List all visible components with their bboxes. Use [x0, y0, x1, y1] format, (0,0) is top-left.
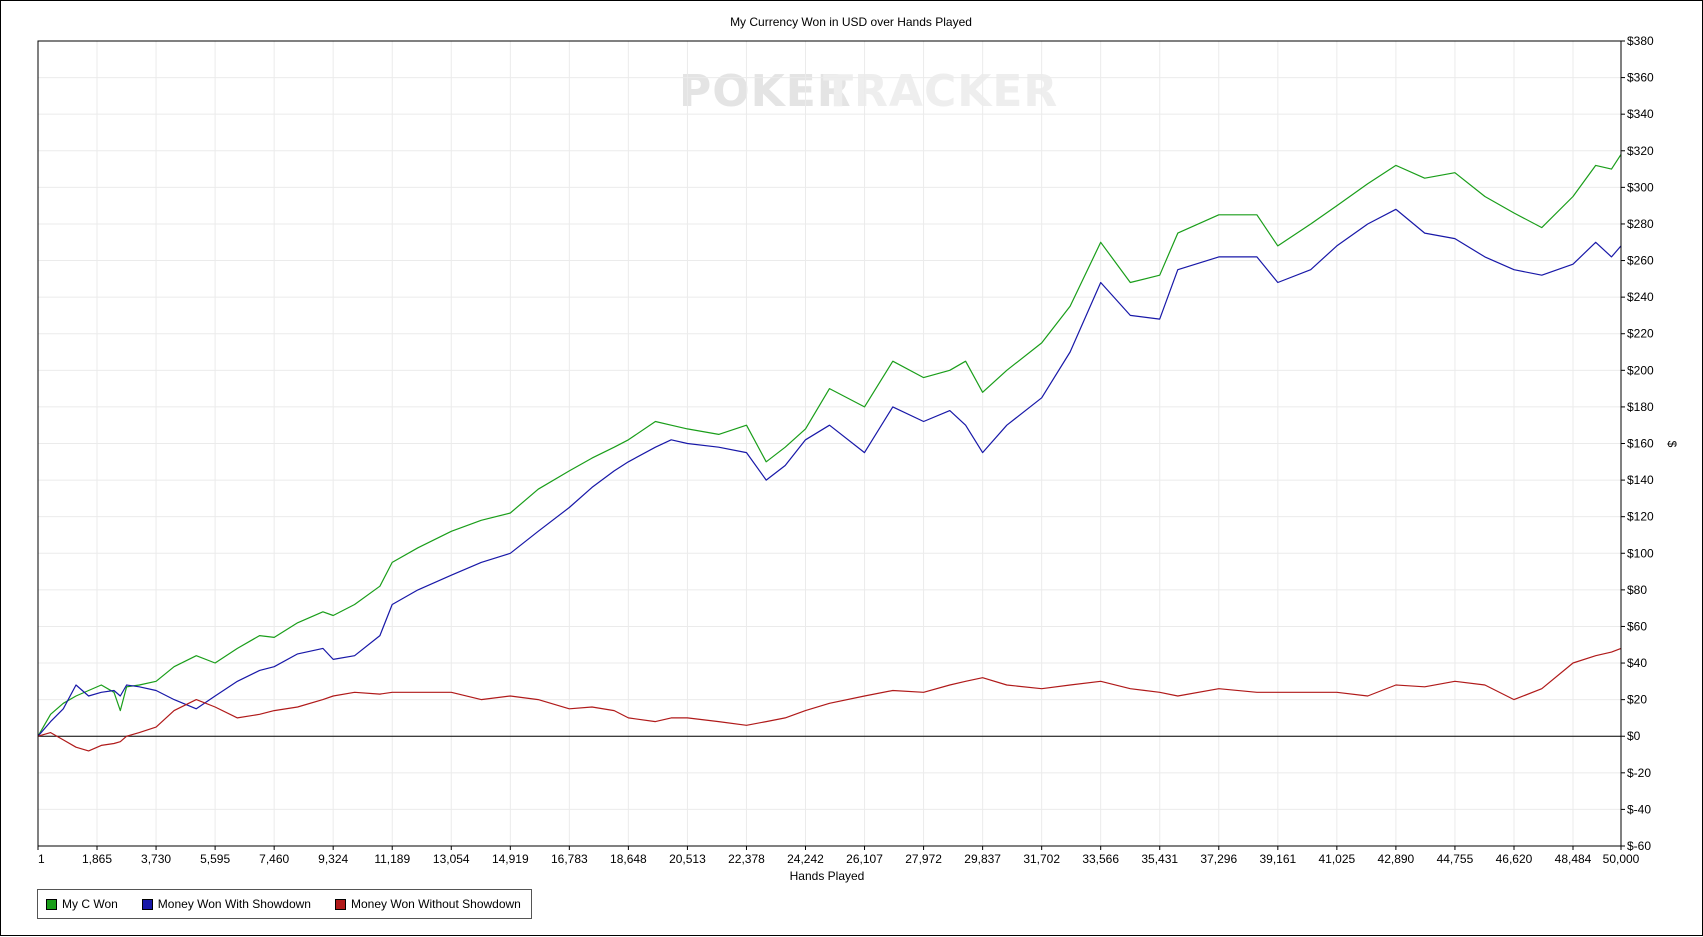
y-tick-label-19: $0 [1627, 729, 1641, 743]
y-tick-label-15: $80 [1627, 583, 1647, 597]
x-tick-label-5: 9,324 [318, 852, 348, 866]
y-tick-label-18: $20 [1627, 693, 1647, 707]
legend-swatch [46, 898, 57, 910]
y-tick-label-13: $120 [1627, 510, 1654, 524]
x-tick-label-1: 1,865 [82, 852, 112, 866]
legend-swatch [334, 898, 346, 910]
x-tick-label-0: 1 [38, 852, 45, 866]
y-tick-label-2: $340 [1627, 107, 1654, 121]
x-tick-label-4: 7,460 [259, 852, 289, 866]
x-tick-label-22: 41,025 [1318, 852, 1355, 866]
legend-item-my-c-won: My C Won [46, 897, 118, 911]
x-tick-label-23: 42,890 [1378, 852, 1415, 866]
y-tick-label-14: $100 [1627, 546, 1654, 560]
x-tick-label-3: 5,595 [200, 852, 230, 866]
x-tick-label-12: 22,378 [728, 852, 765, 866]
legend: My C Won Money Won With Showdown Money W… [37, 889, 532, 919]
y-tick-label-11: $160 [1627, 437, 1654, 451]
legend-item-with-showdown: Money Won With Showdown [141, 897, 311, 911]
x-tick-label-20: 37,296 [1200, 852, 1237, 866]
legend-label: My C Won [62, 897, 118, 911]
legend-item-without-showdown: Money Won Without Showdown [334, 897, 521, 911]
x-axis-label: Hands Played [790, 869, 865, 883]
y-tick-label-5: $280 [1627, 217, 1654, 231]
x-tick-label-11: 20,513 [669, 852, 706, 866]
y-axis-label: $ [1665, 441, 1679, 448]
legend-label: Money Won With Showdown [157, 897, 311, 911]
y-tick-label-22: $-60 [1627, 839, 1651, 853]
x-tick-label-14: 26,107 [846, 852, 883, 866]
x-tick-label-13: 24,242 [787, 852, 824, 866]
watermark-part1: POKER [679, 66, 852, 117]
y-tick-label-6: $260 [1627, 254, 1654, 268]
grid-lines [37, 40, 1622, 847]
legend-label: Money Won Without Showdown [350, 897, 521, 911]
x-tick-label-10: 18,648 [610, 852, 647, 866]
y-tick-label-9: $200 [1627, 363, 1654, 377]
x-tick-label-18: 33,566 [1082, 852, 1119, 866]
watermark-part2: TRACKER [823, 66, 1058, 117]
y-tick-label-17: $40 [1627, 656, 1647, 670]
series-layer [37, 154, 1622, 752]
x-axis: 1 1,865 3,730 5,595 7,460 9,324 11,189 13,054 14… [37, 846, 1640, 866]
x-tick-label-17: 31,702 [1023, 852, 1060, 866]
y-axis: $380 $360 $340 $320 $300 $280 $260 $240 $220 $200… [1621, 34, 1654, 853]
y-tick-label-21: $-40 [1627, 802, 1651, 816]
x-tick-label-27: 50,000 [1603, 852, 1640, 866]
x-tick-label-2: 3,730 [141, 852, 171, 866]
x-tick-label-16: 29,837 [964, 852, 1001, 866]
x-tick-label-25: 46,620 [1496, 852, 1533, 866]
watermark: POKER TRACKER [679, 66, 1058, 117]
y-tick-label-3: $320 [1627, 144, 1654, 158]
x-tick-label-26: 48,484 [1555, 852, 1592, 866]
y-tick-label-12: $140 [1627, 473, 1654, 487]
y-tick-label-4: $300 [1627, 180, 1654, 194]
series-line-1 [37, 208, 1622, 737]
x-tick-label-24: 44,755 [1437, 852, 1474, 866]
y-tick-label-1: $360 [1627, 71, 1654, 85]
y-tick-label-8: $220 [1627, 327, 1654, 341]
series-line-2 [37, 647, 1622, 752]
y-tick-label-7: $240 [1627, 290, 1654, 304]
y-tick-label-0: $380 [1627, 34, 1654, 48]
x-tick-label-19: 35,431 [1141, 852, 1178, 866]
x-tick-label-6: 11,189 [374, 852, 410, 866]
legend-swatch [141, 898, 153, 910]
x-tick-label-7: 13,054 [433, 852, 470, 866]
x-tick-label-21: 39,161 [1259, 852, 1296, 866]
x-tick-label-8: 14,919 [492, 852, 529, 866]
chart-title: My Currency Won in USD over Hands Played [730, 15, 972, 29]
y-tick-label-10: $180 [1627, 400, 1654, 414]
y-tick-label-20: $-20 [1627, 766, 1651, 780]
y-tick-label-16: $60 [1627, 619, 1647, 633]
x-tick-label-15: 27,972 [905, 852, 942, 866]
x-tick-label-9: 16,783 [551, 852, 588, 866]
series-line-0 [37, 154, 1622, 737]
